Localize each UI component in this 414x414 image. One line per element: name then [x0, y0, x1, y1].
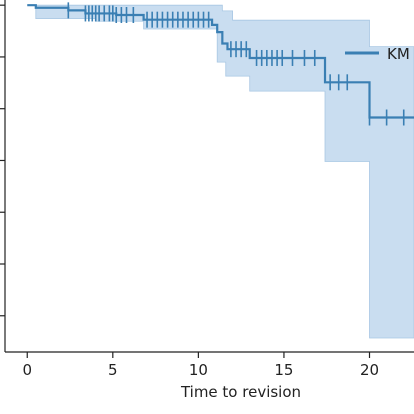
axes-layer [4, 0, 414, 353]
censor-marks-layer [67, 2, 405, 126]
x-tick-label: 10 [189, 361, 208, 379]
legend: KM [345, 45, 410, 63]
survival-line-km [27, 4, 414, 119]
survival-line-layer [27, 4, 414, 119]
x-ticks-layer: 0 5 10 15 20 [22, 352, 379, 379]
confidence-band-layer [35, 4, 414, 339]
x-tick-label: 15 [274, 361, 293, 379]
x-tick-label: 0 [22, 361, 32, 379]
x-axis-title: Time to revision [180, 383, 301, 401]
x-tick-label: 20 [360, 361, 379, 379]
x-tick-label: 5 [108, 361, 118, 379]
confidence-band [35, 4, 414, 339]
legend-label-km: KM [387, 45, 410, 63]
y-ticks-layer [0, 4, 5, 317]
